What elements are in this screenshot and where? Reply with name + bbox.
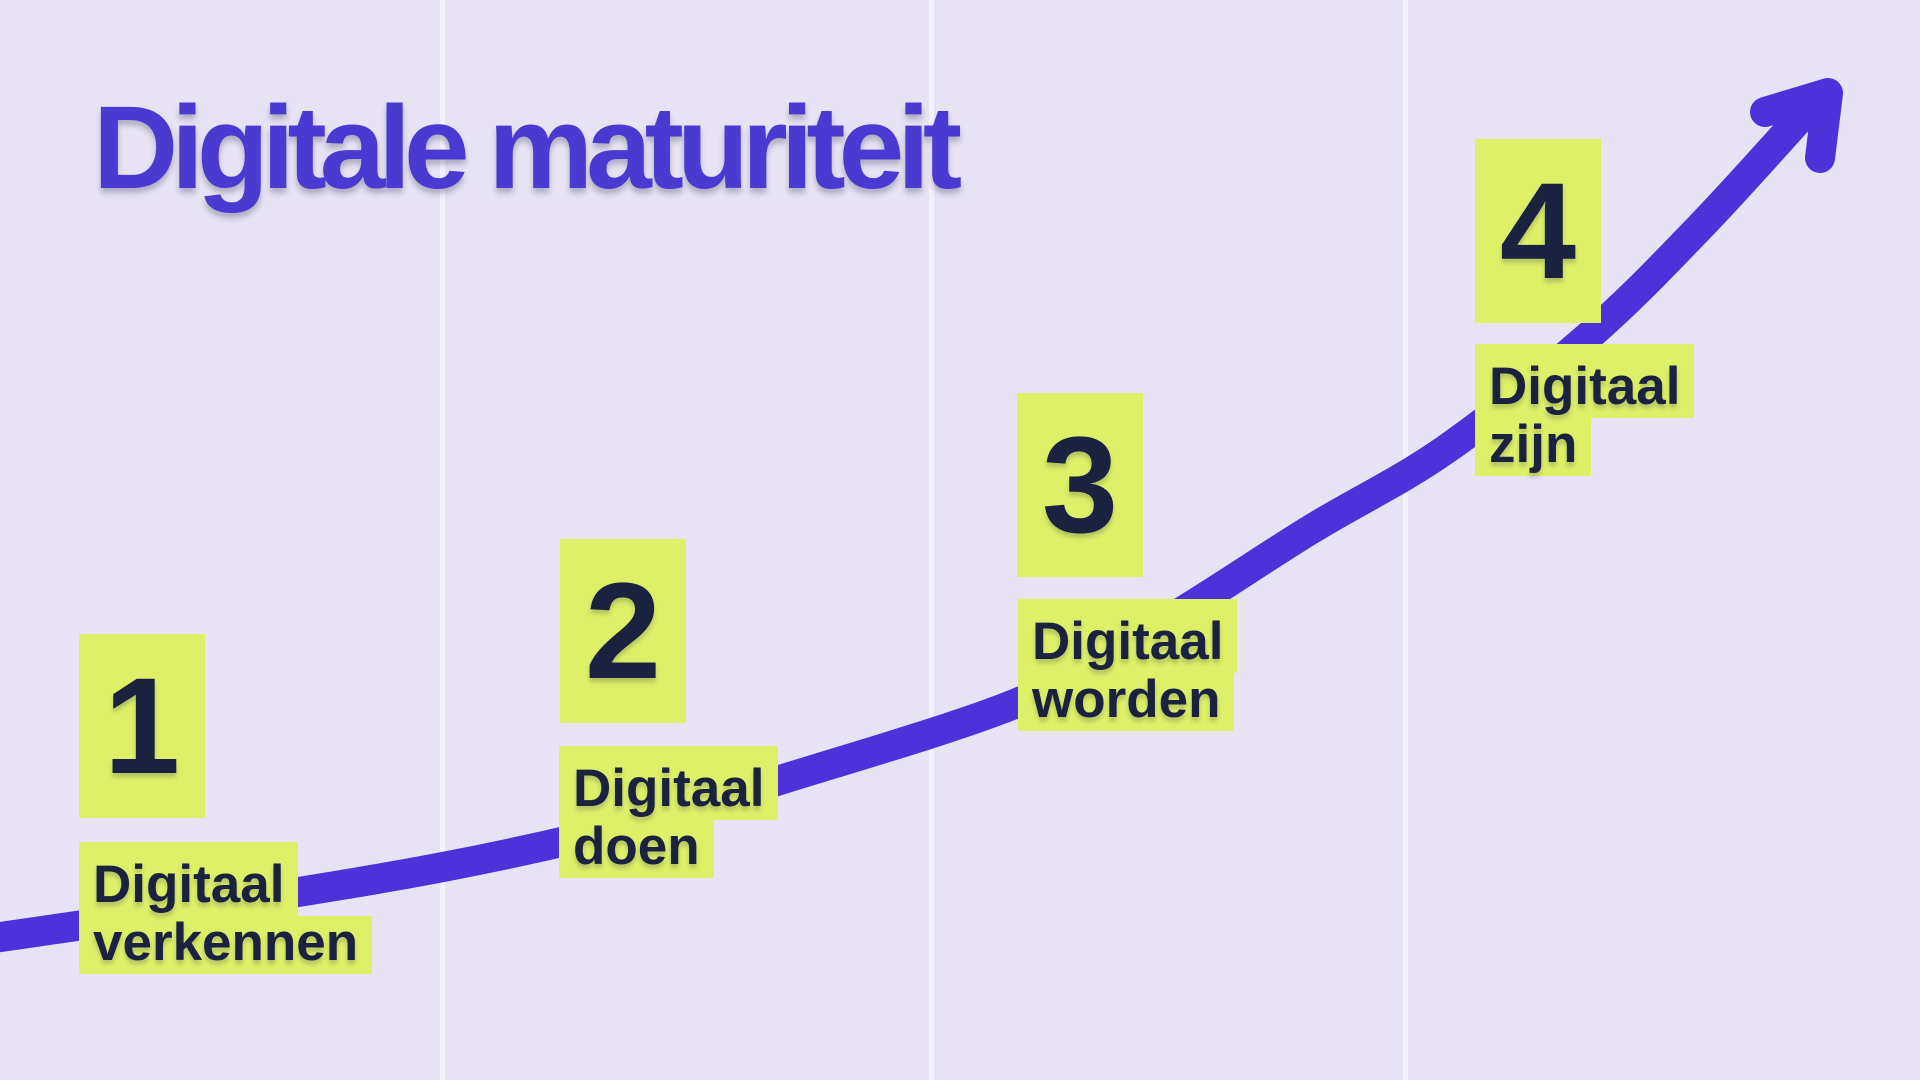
stage-3-label: Digitaal worden	[1018, 599, 1238, 731]
arrow-head-icon	[1750, 78, 1843, 173]
stage-4-number: 4	[1475, 139, 1601, 323]
page-title: Digitale maturiteit	[93, 82, 962, 214]
stage-2-number: 2	[560, 539, 686, 723]
background-gridline-2	[929, 0, 934, 1080]
stage-1-number: 1	[79, 634, 205, 818]
stage-3-label-line-1: Digitaal	[1018, 599, 1238, 673]
stage-3-number: 3	[1017, 393, 1143, 577]
stage-1-label-line-2: verkennen	[79, 916, 373, 974]
stage-3-label-line-2: worden	[1018, 673, 1235, 731]
stage-4-label: Digitaal zijn	[1475, 344, 1695, 476]
stage-2-label-line-2: doen	[559, 820, 714, 878]
stage-4-label-line-2: zijn	[1475, 418, 1592, 476]
background-gridline-3	[1403, 0, 1408, 1080]
stage-1-label: Digitaal verkennen	[79, 842, 373, 974]
background-gridline-1	[440, 0, 445, 1080]
stage-2-label: Digitaal doen	[559, 746, 779, 878]
stage-2-label-line-1: Digitaal	[559, 746, 779, 820]
stage-1-label-line-1: Digitaal	[79, 842, 299, 916]
stage-4-label-line-1: Digitaal	[1475, 344, 1695, 418]
